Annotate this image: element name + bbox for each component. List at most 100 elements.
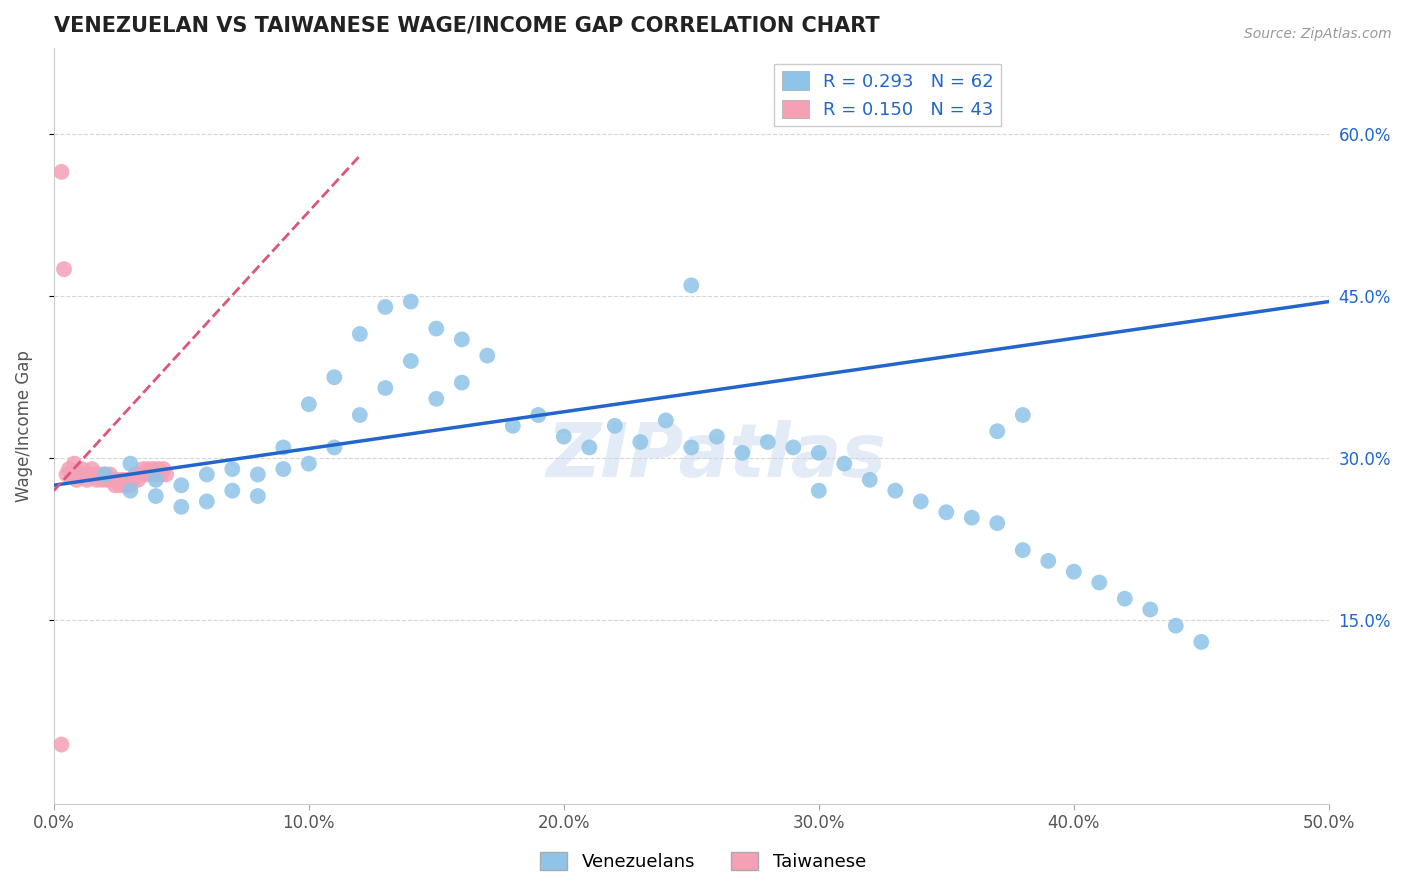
Point — [120, 483, 142, 498]
Legend: Venezuelans, Taiwanese: Venezuelans, Taiwanese — [533, 845, 873, 879]
Point — [170, 478, 193, 492]
Point — [1139, 602, 1161, 616]
Point — [155, 467, 177, 482]
Point — [731, 446, 754, 460]
Point — [450, 332, 472, 346]
Point — [1189, 635, 1212, 649]
Point — [246, 489, 269, 503]
Point — [1038, 554, 1060, 568]
Point — [70, 462, 93, 476]
Point — [681, 441, 703, 455]
Point — [553, 429, 575, 443]
Point — [349, 408, 371, 422]
Point — [859, 473, 882, 487]
Point — [80, 462, 103, 476]
Point — [298, 397, 321, 411]
Point — [782, 441, 804, 455]
Point — [129, 467, 152, 482]
Point — [1011, 543, 1033, 558]
Point — [63, 457, 86, 471]
Point — [195, 467, 218, 482]
Point — [1114, 591, 1136, 606]
Point — [122, 473, 145, 487]
Point — [67, 467, 90, 482]
Point — [603, 418, 626, 433]
Point — [756, 435, 779, 450]
Point — [374, 381, 396, 395]
Point — [107, 473, 129, 487]
Point — [884, 483, 907, 498]
Point — [58, 462, 80, 476]
Point — [399, 294, 422, 309]
Point — [73, 467, 96, 482]
Point — [807, 446, 830, 460]
Point — [148, 462, 170, 476]
Point — [221, 462, 243, 476]
Point — [98, 467, 121, 482]
Point — [706, 429, 728, 443]
Point — [323, 441, 346, 455]
Point — [323, 370, 346, 384]
Point — [136, 462, 159, 476]
Point — [910, 494, 932, 508]
Point — [425, 321, 447, 335]
Point — [91, 473, 114, 487]
Point — [578, 441, 600, 455]
Y-axis label: Wage/Income Gap: Wage/Income Gap — [15, 350, 32, 502]
Point — [960, 510, 983, 524]
Point — [101, 473, 124, 487]
Point — [145, 489, 167, 503]
Point — [1011, 408, 1033, 422]
Point — [96, 473, 118, 487]
Point — [628, 435, 651, 450]
Point — [53, 262, 76, 277]
Point — [66, 473, 89, 487]
Point — [195, 494, 218, 508]
Point — [221, 483, 243, 498]
Point — [51, 165, 73, 179]
Point — [83, 467, 105, 482]
Point — [170, 500, 193, 514]
Point — [149, 467, 172, 482]
Point — [76, 473, 98, 487]
Point — [124, 467, 146, 482]
Text: Source: ZipAtlas.com: Source: ZipAtlas.com — [1244, 27, 1392, 41]
Point — [114, 478, 136, 492]
Legend: R = 0.293   N = 62, R = 0.150   N = 43: R = 0.293 N = 62, R = 0.150 N = 43 — [775, 64, 1001, 127]
Point — [120, 457, 142, 471]
Point — [246, 467, 269, 482]
Point — [298, 457, 321, 471]
Point — [108, 478, 131, 492]
Point — [832, 457, 855, 471]
Point — [374, 300, 396, 314]
Point — [89, 467, 111, 482]
Point — [527, 408, 550, 422]
Point — [139, 467, 162, 482]
Point — [55, 467, 77, 482]
Point — [1088, 575, 1111, 590]
Point — [117, 473, 139, 487]
Point — [127, 473, 149, 487]
Point — [145, 467, 167, 482]
Point — [477, 349, 499, 363]
Point — [142, 462, 165, 476]
Point — [145, 473, 167, 487]
Point — [655, 413, 678, 427]
Point — [94, 467, 117, 482]
Text: VENEZUELAN VS TAIWANESE WAGE/INCOME GAP CORRELATION CHART: VENEZUELAN VS TAIWANESE WAGE/INCOME GAP … — [53, 15, 880, 35]
Point — [935, 505, 957, 519]
Point — [1164, 618, 1187, 632]
Point — [502, 418, 524, 433]
Point — [120, 478, 142, 492]
Point — [399, 354, 422, 368]
Point — [111, 473, 134, 487]
Point — [60, 467, 83, 482]
Point — [79, 467, 101, 482]
Point — [273, 441, 295, 455]
Point — [807, 483, 830, 498]
Point — [986, 424, 1008, 438]
Point — [1063, 565, 1085, 579]
Point — [349, 326, 371, 341]
Point — [51, 738, 73, 752]
Point — [86, 473, 108, 487]
